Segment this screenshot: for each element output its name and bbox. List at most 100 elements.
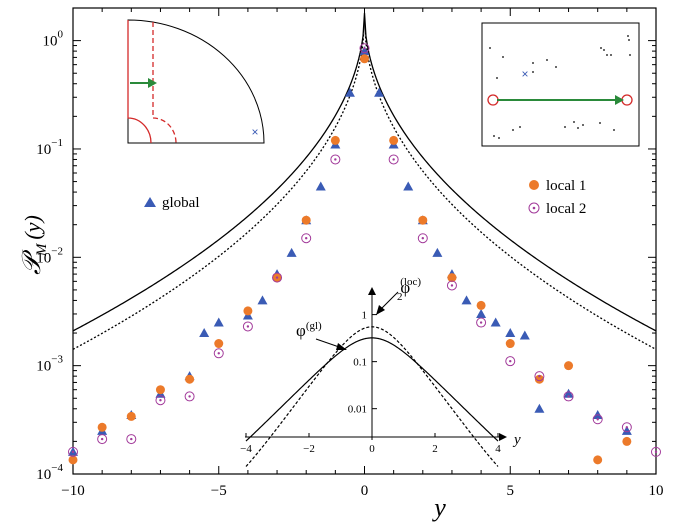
cloud-point (603, 49, 605, 51)
inset-x-tick-label: −2 (303, 443, 315, 455)
marker-global (315, 181, 326, 191)
legend-local1-marker (529, 180, 539, 190)
svg-text:𝒫M(y): 𝒫M(y) (17, 215, 50, 275)
marker-local1 (330, 135, 340, 145)
inset-plot: −4 −2 0 2 4 0.01 0.1 1 y φ(gl) φ(loc) 2 (240, 276, 521, 467)
marker-global (534, 403, 545, 413)
marker-global (432, 247, 443, 257)
marker-local2 (563, 391, 574, 402)
marker-local2 (213, 348, 224, 359)
marker-local2 (651, 446, 661, 457)
marker-local1 (476, 300, 486, 310)
marker-local2-dot (567, 395, 570, 398)
marker-local2 (446, 280, 457, 291)
marker-local1 (564, 361, 574, 371)
marker-local2 (388, 154, 399, 165)
marker-local2 (476, 317, 487, 328)
marker-local1 (155, 385, 165, 395)
marker-local2 (359, 43, 370, 54)
marker-local2 (301, 233, 312, 244)
marker-local2-dot (654, 450, 658, 454)
marker-global (505, 328, 516, 338)
x-tick-labels: −10 −5 0 5 10 (61, 483, 663, 499)
origin-cross-icon: × (251, 125, 258, 139)
marker-local2-dot (538, 374, 541, 378)
marker-global (563, 388, 574, 398)
inset-curves (245, 326, 499, 467)
marker-local2-dot (596, 418, 599, 421)
y-axis-label-arg: (y) (20, 215, 45, 239)
cloud-point (532, 62, 534, 64)
marker-local2-dot (217, 352, 220, 355)
marker-local2 (534, 371, 545, 382)
y-tick-label: 10−4 (36, 462, 63, 483)
marker-local1 (360, 54, 369, 64)
marker-local2 (417, 233, 428, 244)
marker-local1 (301, 215, 311, 225)
inset-x-tick-label: 2 (432, 443, 438, 455)
legend-local: local 1 local 2 (528, 178, 586, 217)
cloud-point (493, 135, 495, 137)
cloud-point (582, 124, 584, 126)
x-tick-label: 10 (649, 483, 664, 499)
marker-local2-dot (275, 276, 279, 279)
cloud-point (489, 47, 491, 49)
marker-local2 (155, 395, 166, 406)
cloud-point (629, 54, 631, 56)
marker-global (257, 295, 268, 305)
cloud-point (610, 54, 612, 56)
marker-global (344, 87, 355, 97)
legend-local2-marker (528, 202, 540, 214)
legend-local1-label: local 1 (546, 178, 586, 194)
marker-global (476, 308, 487, 318)
legend-global-label: global (162, 195, 200, 211)
inset-arrow-loc (379, 291, 399, 311)
local-cross-icon: × (521, 67, 528, 81)
marker-local1 (505, 339, 515, 349)
inset-ticks: −4 −2 0 2 4 0.01 0.1 1 (240, 310, 501, 455)
x-axis-label: y (431, 493, 446, 522)
marker-local2 (505, 356, 516, 367)
cloud-point (502, 56, 504, 58)
marker-local2-dot (246, 325, 250, 328)
marker-local2-dot (450, 284, 454, 287)
axis-ticks (72, 7, 657, 475)
marker-local2 (621, 422, 632, 433)
inset-x-arrow (499, 433, 507, 441)
marker-local2-dot (421, 237, 424, 240)
marker-global (199, 328, 210, 338)
marker-local1 (126, 411, 136, 421)
marker-global (461, 295, 472, 305)
legend-global-marker (144, 197, 156, 207)
marker-local2-dot (625, 426, 629, 429)
marker-local2-dot (479, 321, 483, 324)
y-axis-label: 𝒫M(y) (17, 215, 50, 275)
cloud-point (555, 66, 557, 68)
inset-y-tick-label: 0.01 (348, 404, 367, 416)
marker-local1 (97, 422, 107, 432)
marker-local1 (622, 436, 632, 446)
data-markers (68, 43, 661, 465)
inset-x-label: y (512, 432, 521, 448)
marker-local2 (272, 272, 283, 283)
marker-global (490, 317, 501, 327)
x-tick-label: −10 (61, 483, 84, 499)
inset-y-tick-label: 0.1 (353, 357, 367, 369)
cloud-point (496, 77, 498, 79)
curve-global (72, 12, 657, 332)
marker-local2-dot (130, 437, 133, 441)
x-tick-label: 5 (507, 483, 515, 499)
marker-local2 (97, 434, 108, 445)
cloud-point (627, 35, 629, 37)
inset-label-loc: φ(loc) 2 (397, 276, 421, 303)
marker-local2-dot (305, 237, 308, 240)
inset-x-tick-label: 0 (369, 443, 375, 455)
shift-arrow-head (148, 78, 157, 88)
y-tick-label: 10−2 (36, 245, 63, 266)
legend-local2-label: local 2 (546, 201, 586, 217)
marker-local2 (184, 391, 195, 402)
marker-local2-dot (392, 158, 395, 161)
marker-local1 (593, 455, 603, 465)
marker-local1 (68, 455, 78, 465)
cloud-point (606, 54, 608, 56)
